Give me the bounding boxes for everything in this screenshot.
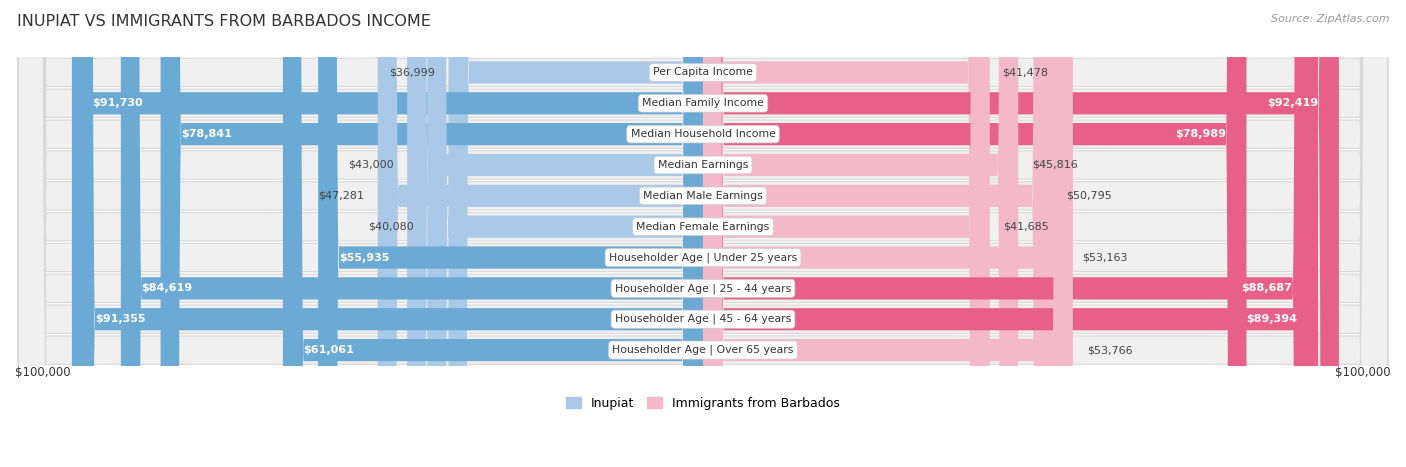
Text: $78,841: $78,841 xyxy=(181,129,232,139)
Text: Householder Age | 45 - 64 years: Householder Age | 45 - 64 years xyxy=(614,314,792,325)
Text: $41,478: $41,478 xyxy=(1002,67,1047,78)
Text: $36,999: $36,999 xyxy=(389,67,434,78)
FancyBboxPatch shape xyxy=(18,0,1388,467)
FancyBboxPatch shape xyxy=(283,0,703,467)
FancyBboxPatch shape xyxy=(703,0,1247,467)
Text: Median Male Earnings: Median Male Earnings xyxy=(643,191,763,201)
Text: $89,394: $89,394 xyxy=(1246,314,1298,324)
FancyBboxPatch shape xyxy=(18,0,1388,467)
FancyBboxPatch shape xyxy=(703,0,1069,467)
FancyBboxPatch shape xyxy=(703,0,1317,467)
Text: Median Family Income: Median Family Income xyxy=(643,98,763,108)
Legend: Inupiat, Immigrants from Barbados: Inupiat, Immigrants from Barbados xyxy=(561,392,845,415)
Text: $40,080: $40,080 xyxy=(368,222,413,232)
Text: $91,730: $91,730 xyxy=(93,98,143,108)
FancyBboxPatch shape xyxy=(703,0,990,467)
Text: $92,419: $92,419 xyxy=(1267,98,1319,108)
FancyBboxPatch shape xyxy=(121,0,703,467)
FancyBboxPatch shape xyxy=(72,0,703,467)
FancyBboxPatch shape xyxy=(18,0,1388,467)
FancyBboxPatch shape xyxy=(427,0,703,467)
FancyBboxPatch shape xyxy=(703,0,1313,467)
Text: Median Female Earnings: Median Female Earnings xyxy=(637,222,769,232)
Text: $53,163: $53,163 xyxy=(1083,253,1128,262)
FancyBboxPatch shape xyxy=(703,0,1018,467)
Text: $55,935: $55,935 xyxy=(339,253,389,262)
Text: $100,000: $100,000 xyxy=(15,366,70,379)
Text: $78,989: $78,989 xyxy=(1175,129,1226,139)
Text: Per Capita Income: Per Capita Income xyxy=(652,67,754,78)
Text: Median Earnings: Median Earnings xyxy=(658,160,748,170)
FancyBboxPatch shape xyxy=(18,0,1388,467)
FancyBboxPatch shape xyxy=(703,0,988,467)
Text: $91,355: $91,355 xyxy=(96,314,146,324)
FancyBboxPatch shape xyxy=(408,0,703,467)
Text: $88,687: $88,687 xyxy=(1241,283,1292,293)
FancyBboxPatch shape xyxy=(18,0,1388,467)
Text: Householder Age | Over 65 years: Householder Age | Over 65 years xyxy=(612,345,794,355)
Text: $47,281: $47,281 xyxy=(318,191,364,201)
Text: $53,766: $53,766 xyxy=(1087,345,1132,355)
Text: $50,795: $50,795 xyxy=(1066,191,1112,201)
FancyBboxPatch shape xyxy=(75,0,703,467)
FancyBboxPatch shape xyxy=(18,0,1388,467)
Text: $43,000: $43,000 xyxy=(347,160,394,170)
FancyBboxPatch shape xyxy=(703,0,1339,467)
Text: $100,000: $100,000 xyxy=(1336,366,1391,379)
FancyBboxPatch shape xyxy=(160,0,703,467)
FancyBboxPatch shape xyxy=(703,0,1073,467)
Text: $41,685: $41,685 xyxy=(1004,222,1049,232)
Text: Median Household Income: Median Household Income xyxy=(630,129,776,139)
FancyBboxPatch shape xyxy=(18,0,1388,467)
Text: Householder Age | Under 25 years: Householder Age | Under 25 years xyxy=(609,252,797,263)
FancyBboxPatch shape xyxy=(318,0,703,467)
FancyBboxPatch shape xyxy=(378,0,703,467)
FancyBboxPatch shape xyxy=(18,0,1388,467)
Text: Source: ZipAtlas.com: Source: ZipAtlas.com xyxy=(1271,14,1389,24)
Text: $45,816: $45,816 xyxy=(1032,160,1078,170)
FancyBboxPatch shape xyxy=(18,0,1388,467)
Text: INUPIAT VS IMMIGRANTS FROM BARBADOS INCOME: INUPIAT VS IMMIGRANTS FROM BARBADOS INCO… xyxy=(17,14,430,29)
Text: $84,619: $84,619 xyxy=(142,283,193,293)
FancyBboxPatch shape xyxy=(703,0,1053,467)
FancyBboxPatch shape xyxy=(449,0,703,467)
FancyBboxPatch shape xyxy=(18,0,1388,467)
Text: $61,061: $61,061 xyxy=(304,345,354,355)
Text: Householder Age | 25 - 44 years: Householder Age | 25 - 44 years xyxy=(614,283,792,294)
